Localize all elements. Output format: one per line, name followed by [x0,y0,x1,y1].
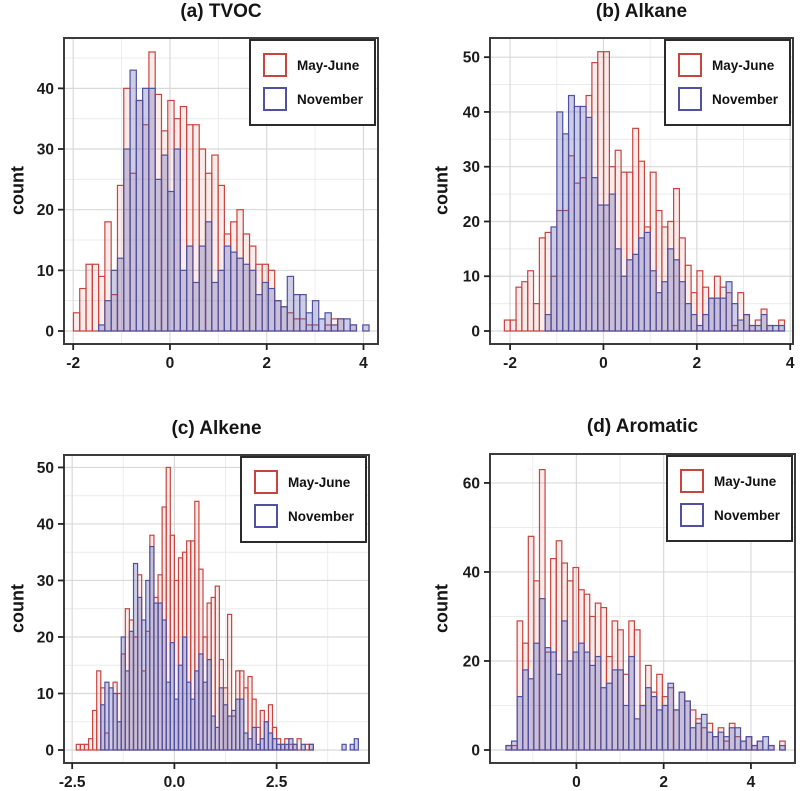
legend-label-may-june: May-June [297,57,360,73]
november-swatch-icon [263,87,287,111]
panel-b: (b) Alkane count -2 0 2 4 0 10 20 30 40 50 May-Ju… [400,0,800,395]
svg-text:20: 20 [37,202,54,219]
svg-text:2: 2 [659,774,668,791]
svg-text:50: 50 [37,460,54,477]
svg-text:0: 0 [572,774,581,791]
panel-b-title: (b) Alkane [595,1,688,22]
panel-b-legend: May-June November [664,39,791,126]
svg-text:-2: -2 [503,355,517,372]
svg-text:2.5: 2.5 [266,774,288,791]
svg-text:40: 40 [463,104,480,121]
svg-text:-2.5: -2.5 [59,774,86,791]
svg-text:40: 40 [37,516,54,533]
november-swatch-icon [254,504,278,528]
svg-text:-2: -2 [66,355,80,372]
svg-text:0: 0 [599,355,608,372]
legend-row-november: November [254,499,365,533]
svg-text:10: 10 [37,686,54,703]
svg-text:30: 30 [37,573,54,590]
svg-text:10: 10 [37,263,54,280]
legend-row-november: November [678,82,789,116]
svg-text:0: 0 [471,743,480,760]
svg-text:30: 30 [463,159,480,176]
panel-d-legend: May-June November [666,455,793,542]
may-june-swatch-icon [678,53,702,77]
panel-c-chart: -2.5 0.0 2.5 0 10 20 30 40 50 [37,454,370,791]
svg-text:0: 0 [45,324,54,341]
svg-text:4: 4 [359,355,368,372]
svg-text:40: 40 [463,564,480,581]
legend-label-may-june: May-June [288,474,351,490]
legend-label-november: November [714,507,781,523]
legend-label-november: November [297,91,364,107]
svg-text:4: 4 [747,774,756,791]
svg-text:0: 0 [45,743,54,760]
svg-text:20: 20 [463,214,480,231]
svg-text:10: 10 [463,269,480,286]
legend-label-november: November [712,91,779,107]
panel-a-title: (a) TVOC [180,1,262,22]
legend-label-may-june: May-June [712,57,775,73]
svg-text:0.0: 0.0 [164,774,186,791]
legend-row-november: November [680,498,791,532]
svg-text:0: 0 [471,324,480,341]
svg-text:20: 20 [37,629,54,646]
may-june-swatch-icon [254,470,278,494]
legend-label-november: November [288,508,355,524]
svg-text:4: 4 [786,355,795,372]
svg-text:20: 20 [463,653,480,670]
svg-text:40: 40 [37,81,54,98]
svg-text:30: 30 [37,142,54,159]
panel-a-legend: May-June November [249,39,376,126]
panel-c-legend: May-June November [240,456,367,543]
svg-text:0: 0 [166,355,175,372]
svg-text:50: 50 [463,50,480,67]
legend-row-may-june: May-June [680,464,791,498]
panel-a: (a) TVOC count -2 0 2 4 0 10 20 30 40 May-June N… [0,0,400,395]
panel-c: (c) Alkene count -2.5 0.0 2.5 0 10 20 30 40 50 M… [0,395,400,791]
legend-row-may-june: May-June [678,48,789,82]
legend-row-november: November [263,82,374,116]
legend-row-may-june: May-June [254,465,365,499]
november-swatch-icon [678,87,702,111]
november-swatch-icon [680,503,704,527]
legend-label-may-june: May-June [714,473,777,489]
panel-c-title: (c) Alkene [171,418,262,439]
may-june-swatch-icon [263,53,287,77]
may-june-swatch-icon [680,469,704,493]
panel-d: (d) Aromatic count 0 2 4 0 20 40 60 May-June N… [400,395,800,791]
legend-row-may-june: May-June [263,48,374,82]
svg-text:2: 2 [693,355,702,372]
svg-text:60: 60 [463,475,480,492]
svg-text:2: 2 [262,355,271,372]
panel-d-title: (d) Aromatic [586,416,699,437]
